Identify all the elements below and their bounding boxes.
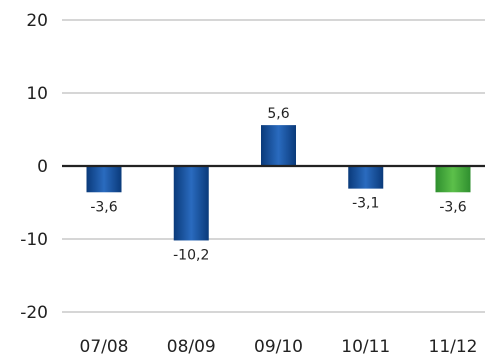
y-tick-label: -10 — [20, 230, 48, 250]
bar — [348, 166, 384, 189]
y-axis-ticks: 20 10 0 -10 -20 — [20, 11, 48, 323]
data-label: -3,6 — [90, 199, 117, 215]
x-tick-label: 10/11 — [341, 337, 390, 357]
data-label: -10,2 — [173, 247, 209, 263]
data-labels: -3,6 -10,2 5,6 -3,1 -3,6 — [90, 106, 466, 263]
data-label: -3,1 — [352, 196, 379, 212]
x-tick-label: 08/09 — [167, 337, 216, 357]
bar — [261, 125, 296, 166]
x-axis-ticks: 07/08 08/09 09/10 10/11 11/12 — [80, 337, 478, 357]
data-label: 5,6 — [267, 106, 289, 122]
bars — [86, 125, 471, 241]
gridlines — [62, 19, 485, 313]
bar — [173, 166, 209, 241]
data-label: -3,6 — [439, 199, 466, 215]
y-tick-label: -20 — [20, 303, 48, 323]
y-tick-label: 10 — [26, 84, 48, 104]
x-tick-label: 11/12 — [429, 337, 478, 357]
x-tick-label: 07/08 — [80, 337, 129, 357]
y-tick-label: 0 — [37, 157, 48, 177]
y-tick-label: 20 — [26, 11, 48, 31]
bar — [435, 166, 471, 193]
x-tick-label: 09/10 — [254, 337, 303, 357]
bar — [86, 166, 122, 193]
